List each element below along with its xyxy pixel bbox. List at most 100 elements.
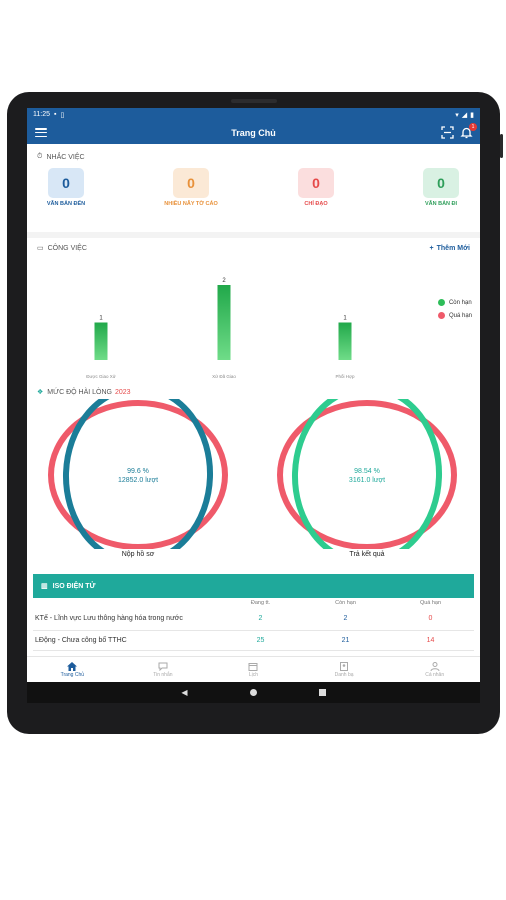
nav-label-home: Trang Chủ — [60, 671, 85, 678]
reminder-card[interactable]: 0 CHỈ ĐẠO — [287, 168, 345, 232]
reminder-label: NHIỀU NĂY TỜ CÁO — [164, 201, 218, 207]
divider — [27, 232, 480, 238]
camera-dots — [231, 99, 277, 103]
page-title: Trang Chủ — [231, 127, 276, 138]
nav-label-profile: Cá nhân — [425, 671, 445, 678]
x-tick-label: Phối Hợp — [336, 374, 355, 379]
nav-item-calendar[interactable]: Lịch — [208, 657, 299, 682]
legend-label-1: Quá hạn — [448, 312, 472, 319]
nav-item-contacts[interactable]: Danh bạ — [299, 657, 390, 682]
notification-bell-icon[interactable]: 1 — [460, 123, 477, 139]
reminder-card[interactable]: 0 VĂN BẢN ĐI — [412, 168, 470, 232]
iso-row-v3: 0 — [428, 615, 433, 622]
app-screen: 11:25 ▪ ▯ ▾ ◢ ▮ Trang Chủ 1 — [27, 108, 480, 703]
system-nav-bar: ◀ — [27, 682, 480, 703]
satisfaction-header: ❖ MỨC ĐỘ HÀI LÒNG 2023 — [27, 385, 480, 399]
reminder-card[interactable]: 0 NHIỀU NĂY TỜ CÁO — [162, 168, 220, 232]
bar-value-label: 2 — [222, 278, 226, 284]
iso-row-v1: 2 — [258, 615, 263, 622]
status-bar: 11:25 ▪ ▯ ▾ ◢ ▮ — [27, 108, 480, 121]
plus-icon: + — [429, 244, 434, 252]
satisfaction-donuts: 99.6 % 12852.0 lượt 98.54 % 3161.0 lượt Nộp… — [27, 385, 480, 569]
iso-row-name: LĐộng - Chưa công bố TTHC — [35, 636, 127, 644]
nav-item-messages[interactable]: Tin nhắn — [118, 657, 209, 682]
reminders-title: NHẮC VIỆC — [46, 153, 85, 161]
reminder-card[interactable]: 0 VĂN BẢN ĐẾN — [37, 168, 95, 232]
iso-row-v2: 2 — [343, 615, 348, 622]
legend-item-con-han: Còn hạn — [437, 299, 472, 306]
donut-percent: 98.54 % — [354, 468, 380, 475]
notification-badge: 1 — [469, 123, 477, 131]
wifi-icon: ▾ — [455, 111, 459, 119]
reminder-label: VĂN BẢN ĐI — [424, 201, 458, 207]
iso-row-v1: 25 — [256, 637, 265, 644]
donut-count: 3161.0 lượt — [349, 477, 385, 484]
chart-icon: ▥ — [41, 583, 48, 590]
iso-title: ISO ĐIỆN TỬ — [52, 582, 96, 590]
bar-value-label: 1 — [99, 316, 103, 322]
nav-item-home[interactable]: Trang Chủ — [27, 657, 118, 682]
donut-remainder — [48, 400, 228, 550]
iso-col-0: Đang tt. — [250, 599, 271, 606]
donut-percent: 99.6 % — [127, 468, 149, 475]
home-icon — [67, 661, 78, 671]
table-row[interactable]: KTế - Lĩnh vực Lưu thông hàng hóa trong … — [33, 607, 474, 631]
iso-columns: Đang tt. Còn hạn Quá hạn — [33, 598, 474, 607]
bar-value-label: 1 — [343, 316, 347, 322]
legend-dot-red — [437, 312, 445, 319]
satisfaction-year: 2023 — [115, 388, 131, 396]
satisfaction-title: MỨC ĐỘ HÀI LÒNG — [47, 388, 112, 396]
footsteps-icon: ❖ — [37, 389, 44, 396]
iso-section: ▥ ISO ĐIỆN TỬ Đang tt. Còn hạn Quá hạn K… — [33, 574, 474, 651]
add-new-label: Thêm Mới — [436, 244, 470, 252]
reminders-header: ⏱ NHẮC VIỆC — [27, 150, 480, 164]
clock-icon: ⏱ — [37, 153, 43, 160]
calendar-icon — [248, 662, 258, 671]
add-new-button[interactable]: + Thêm Mới — [430, 245, 470, 252]
iso-row-v3: 14 — [426, 637, 435, 644]
notification-icon: ▪ — [54, 111, 57, 118]
contacts-icon — [340, 661, 349, 671]
menu-icon[interactable] — [35, 128, 47, 137]
scan-icon[interactable] — [441, 126, 454, 139]
tablet-frame: 11:25 ▪ ▯ ▾ ◢ ▮ Trang Chủ 1 — [7, 92, 503, 734]
reminder-count: 0 — [173, 168, 209, 198]
iso-header: ▥ ISO ĐIỆN TỬ — [33, 574, 474, 598]
briefcase-icon: ▭ — [37, 245, 44, 252]
back-button[interactable]: ◀ — [181, 688, 188, 697]
sim-icon: ▯ — [60, 111, 65, 119]
donut-charts: 99.6 % 12852.0 lượt 98.54 % 3161.0 lượt — [48, 385, 457, 565]
iso-row-v2: 21 — [341, 637, 350, 644]
bar — [94, 322, 108, 360]
bar — [217, 285, 231, 360]
status-time: 11:25 — [33, 111, 50, 118]
iso-col-1: Còn hạn — [335, 599, 356, 606]
reminder-count: 0 — [48, 168, 84, 198]
table-row[interactable]: LĐộng - Chưa công bố TTHC 25 21 14 — [33, 631, 474, 651]
recents-button[interactable] — [318, 689, 326, 696]
person-icon — [430, 661, 440, 671]
x-tick-label: Được Giao Xử — [86, 373, 115, 379]
iso-col-2: Quá hạn — [419, 599, 442, 606]
bottom-nav: Trang Chủ Tin nhắn Lịch Danh bạ Cá nhân — [27, 656, 480, 682]
legend-item-qua-han: Quá hạn — [437, 312, 472, 319]
nav-item-profile[interactable]: Cá nhân — [389, 657, 480, 682]
reminder-label: VĂN BẢN ĐẾN — [46, 201, 86, 207]
reminders-row: 0 VĂN BẢN ĐẾN 0 NHIỀU NĂY TỜ CÁO 0 CHỈ ĐẠO 0 VĂ… — [27, 168, 480, 232]
legend-label-0: Còn hạn — [448, 299, 472, 306]
bar — [338, 322, 352, 360]
donut-caption-1: Trả kết quả — [349, 551, 385, 558]
nav-label-messages: Tin nhắn — [153, 671, 173, 678]
donut-count: 12852.0 lượt — [118, 477, 158, 484]
donut-caption-0: Nộp hồ sơ — [121, 551, 155, 558]
work-title: CÔNG VIỆC — [47, 244, 87, 252]
side-button — [500, 134, 503, 158]
signal-icon: ◢ — [461, 111, 468, 119]
chart-legend: Còn hạn Quá hạn — [437, 299, 472, 325]
work-chart: 1 Được Giao Xử 2 Xử Đã Giao 1 Phối Hợp Còn hạ… — [27, 255, 480, 385]
home-button[interactable] — [249, 689, 257, 696]
bar-chart: 1 Được Giao Xử 2 Xử Đã Giao 1 Phối Hợp — [86, 278, 355, 379]
nav-label-contacts: Danh bạ — [334, 671, 354, 678]
app-bar: Trang Chủ 1 — [27, 121, 480, 144]
donut-remainder — [277, 400, 457, 550]
